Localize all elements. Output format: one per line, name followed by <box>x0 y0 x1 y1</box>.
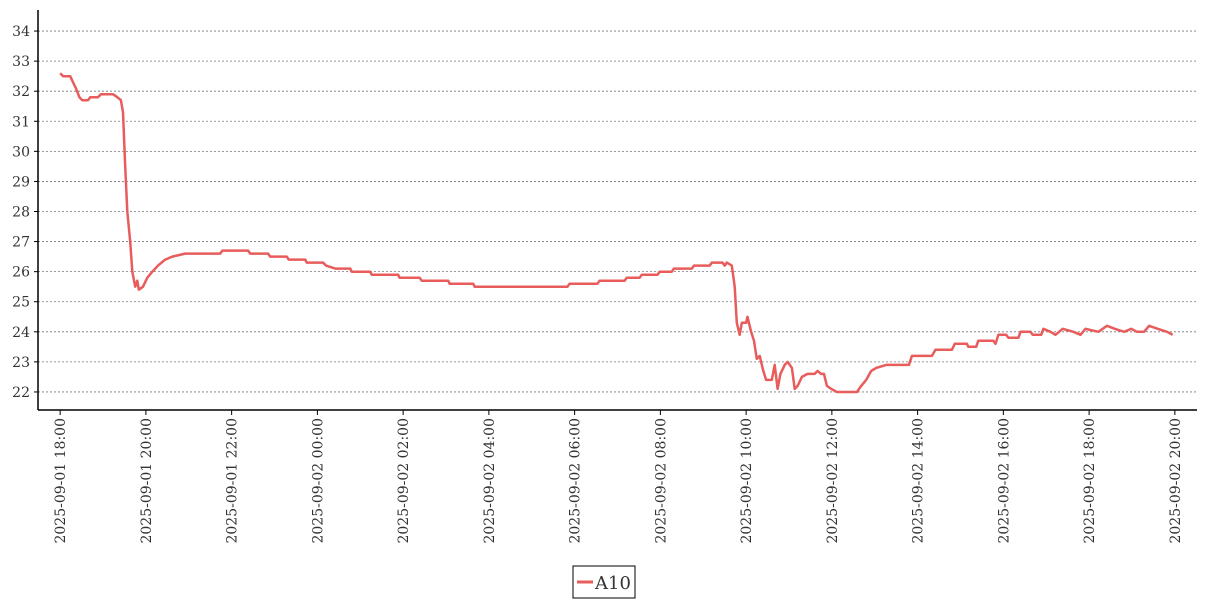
data-line <box>59 72 1174 394</box>
legend-label: A10 <box>594 573 631 594</box>
y-tick-label: 27 <box>12 235 30 251</box>
x-tick-label: 2025-09-01 22:00 <box>225 418 241 544</box>
x-tick-label: 2025-09-02 02:00 <box>396 418 412 544</box>
x-tick-label: 2025-09-02 10:00 <box>739 418 755 544</box>
y-tick-label: 30 <box>12 144 30 160</box>
x-tick-label: 2025-09-02 14:00 <box>911 418 927 544</box>
x-tick-label: 2025-09-01 20:00 <box>139 418 155 544</box>
y-tick-label: 23 <box>12 355 30 371</box>
x-tick-label: 2025-09-02 18:00 <box>1082 418 1098 544</box>
x-tick-label: 2025-09-02 04:00 <box>482 418 498 544</box>
x-tick-label: 2025-09-02 08:00 <box>653 418 669 544</box>
y-tick-label: 22 <box>12 385 30 401</box>
y-tick-label: 34 <box>12 24 30 40</box>
y-tick-label: 32 <box>12 84 30 100</box>
y-tick-label: 31 <box>12 114 30 130</box>
y-tick-label: 28 <box>12 205 30 221</box>
x-tick-label: 2025-09-02 20:00 <box>1168 418 1184 544</box>
x-tick-label: 2025-09-02 16:00 <box>996 418 1012 544</box>
y-tick-label: 26 <box>12 265 30 281</box>
y-tick-label: 33 <box>12 54 30 70</box>
y-tick-label: 24 <box>12 325 30 341</box>
x-tick-label: 2025-09-02 12:00 <box>825 418 841 544</box>
x-tick-label: 2025-09-01 18:00 <box>53 418 69 544</box>
x-tick-label: 2025-09-02 00:00 <box>310 418 326 544</box>
x-tick-label: 2025-09-02 06:00 <box>568 418 584 544</box>
y-tick-label: 29 <box>12 174 30 190</box>
legend: A10 <box>572 565 636 599</box>
y-tick-label: 25 <box>12 295 30 311</box>
